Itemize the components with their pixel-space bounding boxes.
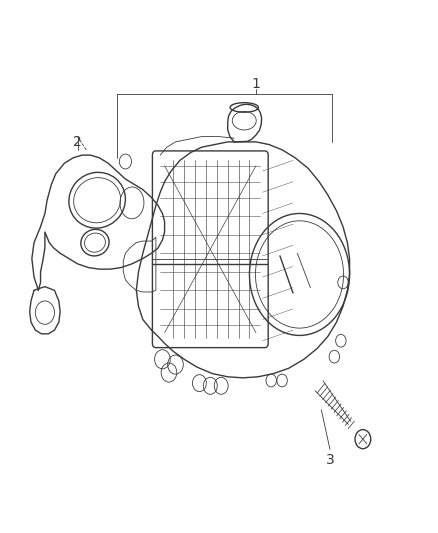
Text: 1: 1: [251, 77, 261, 91]
Text: 3: 3: [325, 453, 334, 467]
Text: 2: 2: [73, 135, 82, 149]
